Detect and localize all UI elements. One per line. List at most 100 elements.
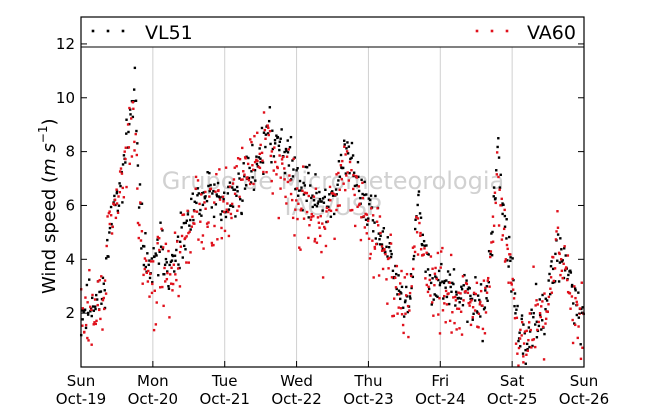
point-va60: [365, 213, 369, 216]
point-va60: [371, 214, 375, 217]
point-vl51: [177, 263, 180, 266]
point-vl51: [492, 186, 496, 189]
point-vl51: [387, 246, 391, 249]
point-vl51: [396, 293, 399, 296]
point-vl51: [115, 189, 119, 193]
point-vl51: [179, 211, 183, 214]
point-va60: [525, 353, 528, 356]
point-va60: [307, 236, 310, 240]
point-va60: [101, 328, 104, 331]
point-vl51: [226, 192, 230, 195]
point-vl51: [482, 308, 486, 311]
point-va60: [554, 238, 558, 241]
point-va60: [224, 166, 228, 169]
point-vl51: [224, 211, 227, 214]
point-va60: [258, 152, 261, 156]
point-va60: [91, 293, 94, 297]
point-va60: [547, 303, 550, 306]
point-va60: [431, 301, 434, 304]
point-va60: [305, 210, 309, 214]
point-va60: [292, 157, 295, 161]
point-vl51: [225, 210, 229, 213]
point-va60: [407, 335, 410, 339]
point-va60: [489, 255, 492, 259]
point-va60: [93, 321, 96, 324]
x-tick-day-1: Mon: [137, 372, 169, 390]
point-va60: [532, 265, 535, 268]
point-va60: [452, 296, 455, 299]
point-va60: [340, 178, 343, 181]
point-va60: [285, 155, 289, 158]
point-va60: [124, 157, 127, 161]
point-vl51: [134, 99, 138, 102]
point-vl51: [284, 147, 288, 151]
point-vl51: [530, 308, 533, 311]
point-va60: [499, 204, 502, 207]
point-vl51: [272, 155, 276, 158]
point-va60: [312, 214, 315, 218]
point-vl51: [146, 252, 149, 255]
point-va60: [248, 182, 252, 186]
x-tick-date-0: Oct-19: [56, 390, 106, 408]
point-vl51: [553, 280, 557, 283]
point-vl51: [409, 297, 412, 300]
point-va60: [369, 252, 372, 256]
point-va60: [445, 303, 449, 306]
point-vl51: [89, 310, 92, 313]
point-va60: [326, 220, 330, 223]
point-va60: [362, 215, 366, 218]
point-vl51: [164, 257, 168, 261]
point-va60: [556, 210, 559, 213]
point-va60: [459, 292, 462, 295]
point-va60: [172, 263, 176, 266]
point-vl51: [388, 242, 392, 245]
point-vl51: [105, 257, 108, 260]
point-va60: [506, 247, 509, 251]
vertical-grid-lines: [152, 17, 513, 367]
point-vl51: [344, 172, 348, 175]
point-va60: [324, 244, 328, 248]
point-va60: [96, 303, 99, 307]
point-va60: [213, 224, 216, 228]
point-va60: [368, 257, 372, 260]
point-va60: [338, 204, 341, 207]
point-vl51: [463, 273, 466, 277]
point-va60: [295, 199, 298, 202]
point-va60: [457, 307, 461, 311]
point-va60: [83, 330, 86, 334]
point-va60: [314, 187, 318, 190]
point-va60: [439, 266, 442, 269]
point-va60: [449, 253, 453, 257]
point-vl51: [205, 199, 209, 203]
point-vl51: [361, 192, 364, 196]
point-vl51: [454, 290, 458, 294]
point-va60: [355, 176, 359, 179]
point-vl51: [532, 311, 535, 315]
point-vl51: [528, 345, 531, 349]
point-vl51: [124, 161, 127, 164]
point-va60: [563, 245, 566, 248]
point-vl51: [495, 169, 498, 172]
point-va60: [544, 322, 547, 325]
point-vl51: [371, 219, 375, 222]
point-va60: [379, 231, 382, 235]
point-vl51: [163, 273, 166, 276]
point-va60: [123, 150, 126, 153]
point-va60: [299, 248, 302, 251]
point-vl51: [116, 209, 120, 213]
x-tick-day-7: Sun: [570, 372, 599, 390]
point-vl51: [437, 278, 440, 282]
point-va60: [132, 107, 135, 111]
point-va60: [364, 212, 367, 216]
point-vl51: [148, 259, 151, 262]
legend-entry-vl51: VL51: [91, 22, 193, 44]
point-va60: [566, 278, 569, 282]
point-vl51: [183, 244, 186, 248]
point-vl51: [302, 181, 305, 185]
point-va60: [150, 291, 154, 295]
point-vl51: [283, 171, 287, 175]
point-vl51: [133, 66, 137, 70]
point-vl51: [364, 218, 368, 221]
point-va60: [576, 303, 579, 306]
point-va60: [118, 170, 122, 173]
